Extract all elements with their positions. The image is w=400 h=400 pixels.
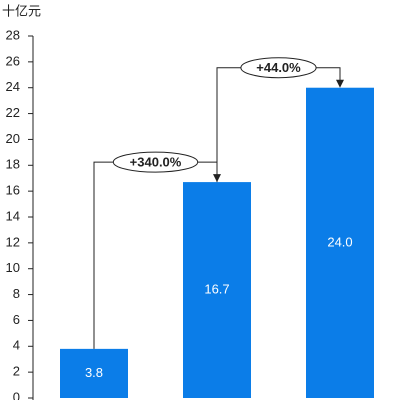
y-tick-label: 28 xyxy=(6,27,20,42)
y-tick-label: 16 xyxy=(6,183,20,198)
y-tick-label: 0 xyxy=(13,389,20,400)
bar xyxy=(183,182,251,398)
value-label: 3.8 xyxy=(85,365,103,380)
annotation-bubble xyxy=(240,57,317,79)
annotation-bubble xyxy=(112,151,199,173)
y-tick-label: 26 xyxy=(6,53,20,68)
y-tick-label: 24 xyxy=(6,79,20,94)
y-tick-label: 22 xyxy=(6,105,20,120)
y-tick-label: 12 xyxy=(6,234,20,249)
y-tick-label: 2 xyxy=(13,364,20,379)
y-tick-label: 8 xyxy=(13,286,20,301)
y-tick-label: 4 xyxy=(13,338,20,353)
arrowhead xyxy=(336,79,344,88)
y-tick-label: 20 xyxy=(6,131,20,146)
y-tick-label: 18 xyxy=(6,157,20,172)
y-axis-label: 十亿元 xyxy=(2,3,41,18)
y-tick-label: 10 xyxy=(6,260,20,275)
y-tick-label: 6 xyxy=(13,312,20,327)
value-label: 24.0 xyxy=(327,234,352,249)
annotation: +44.0% xyxy=(256,60,301,75)
bar xyxy=(306,87,374,398)
annotation: +340.0% xyxy=(130,155,182,170)
y-tick-label: 14 xyxy=(6,208,20,223)
bar xyxy=(60,348,128,398)
value-label: 16.7 xyxy=(204,281,229,296)
